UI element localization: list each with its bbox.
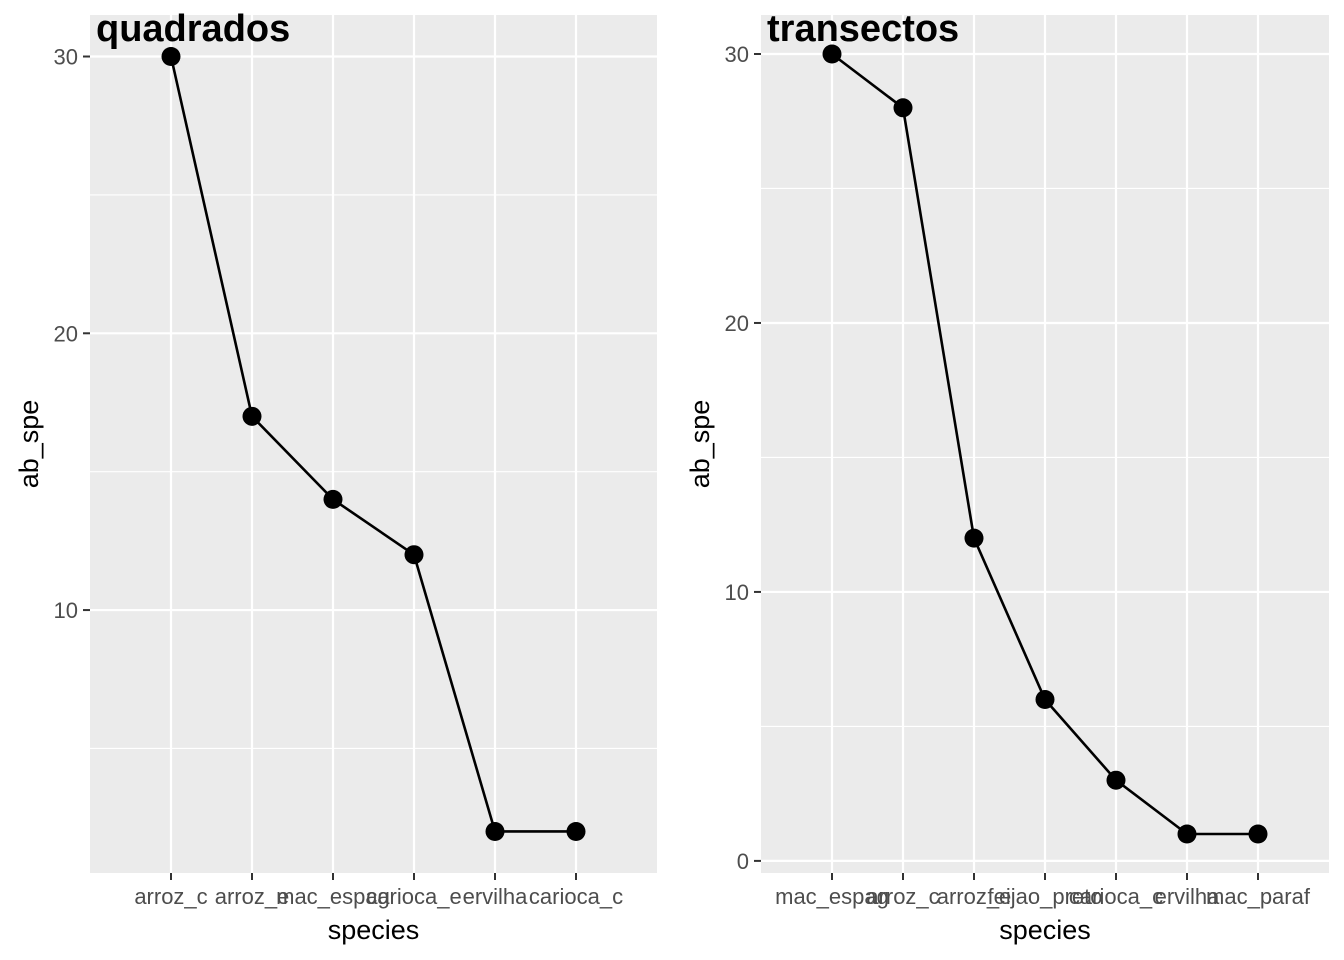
x-tick-label: carioca_c [529,884,623,909]
x-tick-label: mac_espag [276,884,390,909]
x-tick-label: arroz_e [215,884,290,909]
data-point [485,821,505,841]
x-axis-title: species [328,915,420,945]
data-point [161,47,181,67]
y-tick-label: 30 [54,45,78,70]
chart-panel-2: 0 10 20 30 mac_espagarroz_carroz_efeijao_pre… [685,8,1329,945]
x-tick-label: mac_paraf [1206,884,1311,909]
data-point [1106,770,1126,790]
y-axis-title: ab_spe [14,400,44,489]
data-point [822,44,842,64]
panel-title: quadrados [96,8,290,50]
y-tick-label: 20 [725,311,749,336]
data-point [404,545,424,565]
y-tick-label: 0 [737,849,749,874]
x-tick-label: arroz_c [866,884,939,909]
x-tick-label: feijao_preto [988,884,1103,909]
x-tick-label: arroz_c [134,884,207,909]
y-axis-title: ab_spe [685,400,715,489]
y-tick-label: 10 [54,598,78,623]
data-point [323,489,343,509]
data-point [242,406,262,426]
data-point [1035,690,1055,710]
series-line [169,56,576,833]
panel-title: transectos [767,8,959,50]
x-tick-label: ervilha [463,884,529,909]
y-tick-label: 20 [54,321,78,346]
x-tick-label: carioca_e [366,884,461,909]
y-tick-label: 30 [725,42,749,67]
data-point [566,821,586,841]
x-axis-title: species [999,915,1091,945]
y-tick-label: 10 [725,580,749,605]
data-point [1248,824,1268,844]
x-tick-label: mac_espag [775,884,889,909]
x-tick-label: arroz_e [937,884,1012,909]
panel-background [90,15,657,873]
x-tick-label: carioca_c [1069,884,1163,909]
data-point [1177,824,1197,844]
x-tick-label: ervilha [1155,884,1221,909]
data-point [893,98,913,118]
data-point [964,528,984,548]
